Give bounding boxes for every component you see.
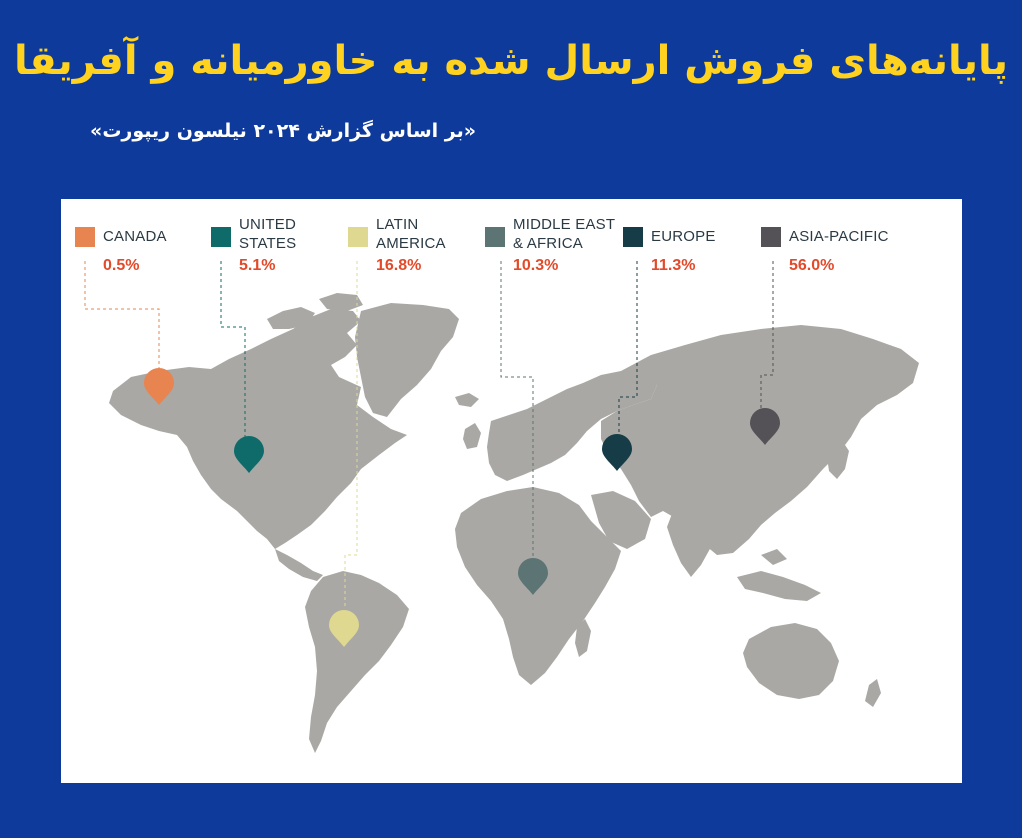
world-map — [84, 261, 919, 753]
landmass-uk — [463, 423, 481, 449]
landmasses — [109, 293, 919, 753]
landmass-north-america — [109, 309, 407, 549]
landmass-japan — [827, 439, 849, 479]
map-pin-icon — [518, 558, 548, 595]
leader-line-united-states — [220, 261, 246, 439]
landmass-arctic-islands — [267, 293, 363, 351]
leader-line-asia-pacific — [760, 261, 774, 409]
landmass-central-america — [275, 549, 323, 581]
legend-swatch — [348, 227, 368, 247]
map-pin-icon — [750, 408, 780, 445]
landmass-indonesia — [737, 549, 821, 601]
leader-line-latin-america — [344, 261, 358, 607]
landmass-iceland — [455, 393, 479, 407]
legend-value: 56.0% — [789, 257, 835, 274]
legend-label: UNITED STATES — [239, 216, 297, 252]
map-pin-icon — [602, 434, 632, 471]
map-pin-icon — [234, 436, 264, 473]
legend-value: 0.5% — [103, 257, 140, 274]
landmass-india — [667, 511, 711, 577]
legend-swatch — [485, 227, 505, 247]
landmass-madagascar — [575, 619, 591, 657]
leader-line-europe — [618, 261, 638, 435]
landmass-australia — [743, 623, 839, 699]
map-panel: CANADA 0.5% UNITED STATES 5.1% LATIN AME… — [61, 199, 962, 783]
legend-swatch — [623, 227, 643, 247]
page-subtitle: «بر اساس گزارش ۲۰۲۴ نیلسون ریپورت» — [90, 120, 476, 142]
legend-label: EUROPE — [651, 228, 716, 245]
legend-value: 5.1% — [239, 257, 276, 274]
map-pin-icon — [329, 610, 359, 647]
page-title: پایانه‌های فروش ارسال شده به خاورمیانه و… — [13, 38, 1009, 84]
legend-value: 10.3% — [513, 257, 559, 274]
legend-swatch — [211, 227, 231, 247]
legend-value: 16.8% — [376, 257, 422, 274]
legend-swatch — [761, 227, 781, 247]
landmass-arabia — [591, 491, 651, 549]
landmass-new-zealand — [865, 679, 881, 707]
landmass-greenland — [355, 303, 459, 417]
legend-value: 11.3% — [651, 257, 696, 274]
legend-label: LATIN AMERICA — [376, 216, 446, 252]
leader-line-middle-east-africa — [500, 261, 534, 559]
legend-label: MIDDLE EAST & AFRICA — [513, 216, 616, 252]
legend-label: CANADA — [103, 228, 167, 245]
legend-swatch — [75, 227, 95, 247]
map-pin-icon — [144, 368, 174, 405]
landmass-asia — [601, 325, 919, 555]
landmass-europe — [487, 371, 657, 481]
leader-line-canada — [84, 261, 160, 375]
legend-label: ASIA-PACIFIC — [789, 228, 889, 245]
landmass-south-america — [305, 571, 409, 753]
